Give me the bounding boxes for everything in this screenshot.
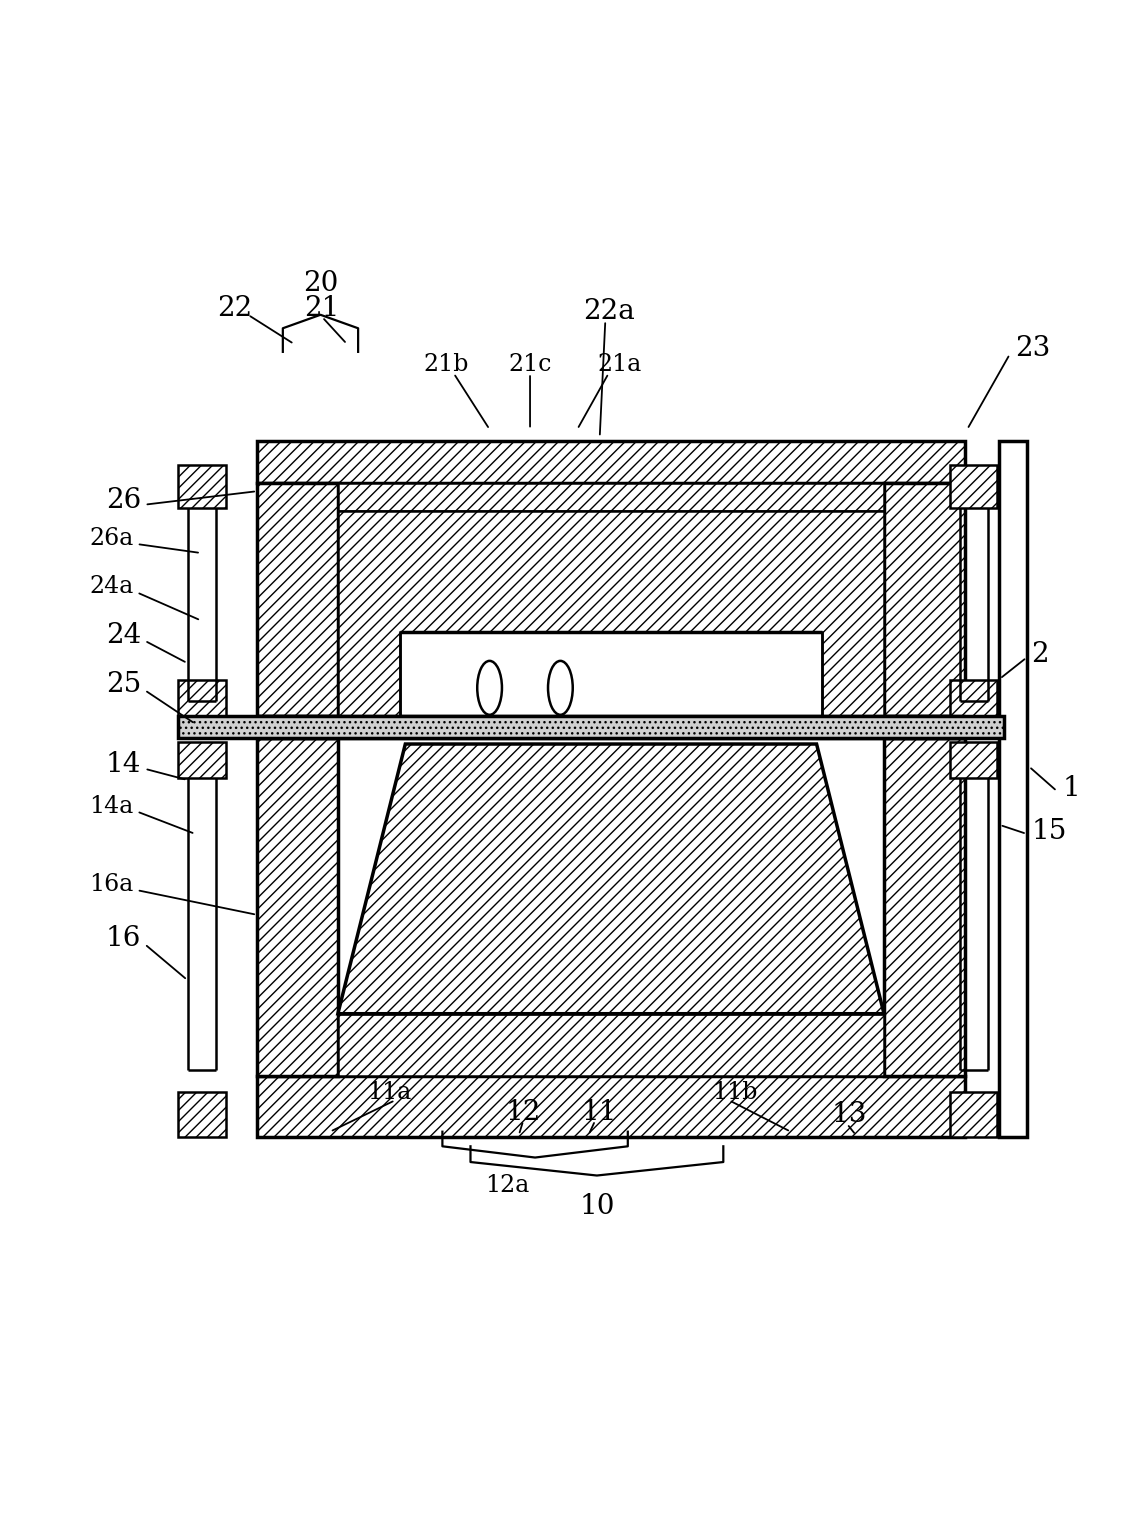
Bar xyxy=(179,681,225,716)
Bar xyxy=(400,632,822,716)
Bar xyxy=(257,1076,964,1137)
Bar xyxy=(179,742,225,777)
Bar xyxy=(998,440,1027,1137)
Bar xyxy=(337,483,884,512)
Text: 23: 23 xyxy=(1015,336,1050,362)
Text: 21b: 21b xyxy=(423,353,469,376)
Ellipse shape xyxy=(478,661,501,714)
Bar xyxy=(257,739,337,1076)
Bar xyxy=(257,483,337,716)
Text: 25: 25 xyxy=(106,671,142,698)
Text: 11a: 11a xyxy=(368,1081,412,1104)
Text: 26a: 26a xyxy=(89,527,134,550)
Text: 22a: 22a xyxy=(583,297,635,325)
Text: 16: 16 xyxy=(106,924,142,952)
Bar xyxy=(337,512,884,716)
Bar xyxy=(950,681,997,716)
Bar xyxy=(179,466,225,507)
Text: 24: 24 xyxy=(106,621,142,648)
Text: 20: 20 xyxy=(302,270,338,297)
Bar xyxy=(884,739,964,1076)
Text: 22: 22 xyxy=(217,294,252,322)
Ellipse shape xyxy=(548,661,573,714)
Bar xyxy=(950,466,997,507)
Text: 21c: 21c xyxy=(508,353,551,376)
Bar xyxy=(950,742,997,777)
Text: 14: 14 xyxy=(106,751,142,777)
Text: 16a: 16a xyxy=(89,872,134,895)
Text: 24a: 24a xyxy=(89,575,134,598)
Text: 2: 2 xyxy=(1031,641,1049,668)
Bar xyxy=(179,1093,225,1137)
Text: 11: 11 xyxy=(582,1099,617,1127)
Text: 13: 13 xyxy=(832,1101,867,1128)
Bar xyxy=(257,440,964,483)
Polygon shape xyxy=(337,744,884,1013)
Text: 21a: 21a xyxy=(598,353,642,376)
Text: 12a: 12a xyxy=(484,1174,529,1197)
Bar xyxy=(884,483,964,716)
Text: 11b: 11b xyxy=(712,1081,757,1104)
Text: 1: 1 xyxy=(1063,776,1080,802)
Text: 26: 26 xyxy=(106,486,142,514)
Text: 21: 21 xyxy=(305,294,340,322)
Bar xyxy=(337,1013,884,1076)
Text: 10: 10 xyxy=(580,1194,615,1220)
Bar xyxy=(179,716,1004,739)
Text: 14a: 14a xyxy=(89,796,134,819)
Bar xyxy=(950,1093,997,1137)
Text: 12: 12 xyxy=(506,1099,541,1127)
Text: 15: 15 xyxy=(1031,819,1066,845)
